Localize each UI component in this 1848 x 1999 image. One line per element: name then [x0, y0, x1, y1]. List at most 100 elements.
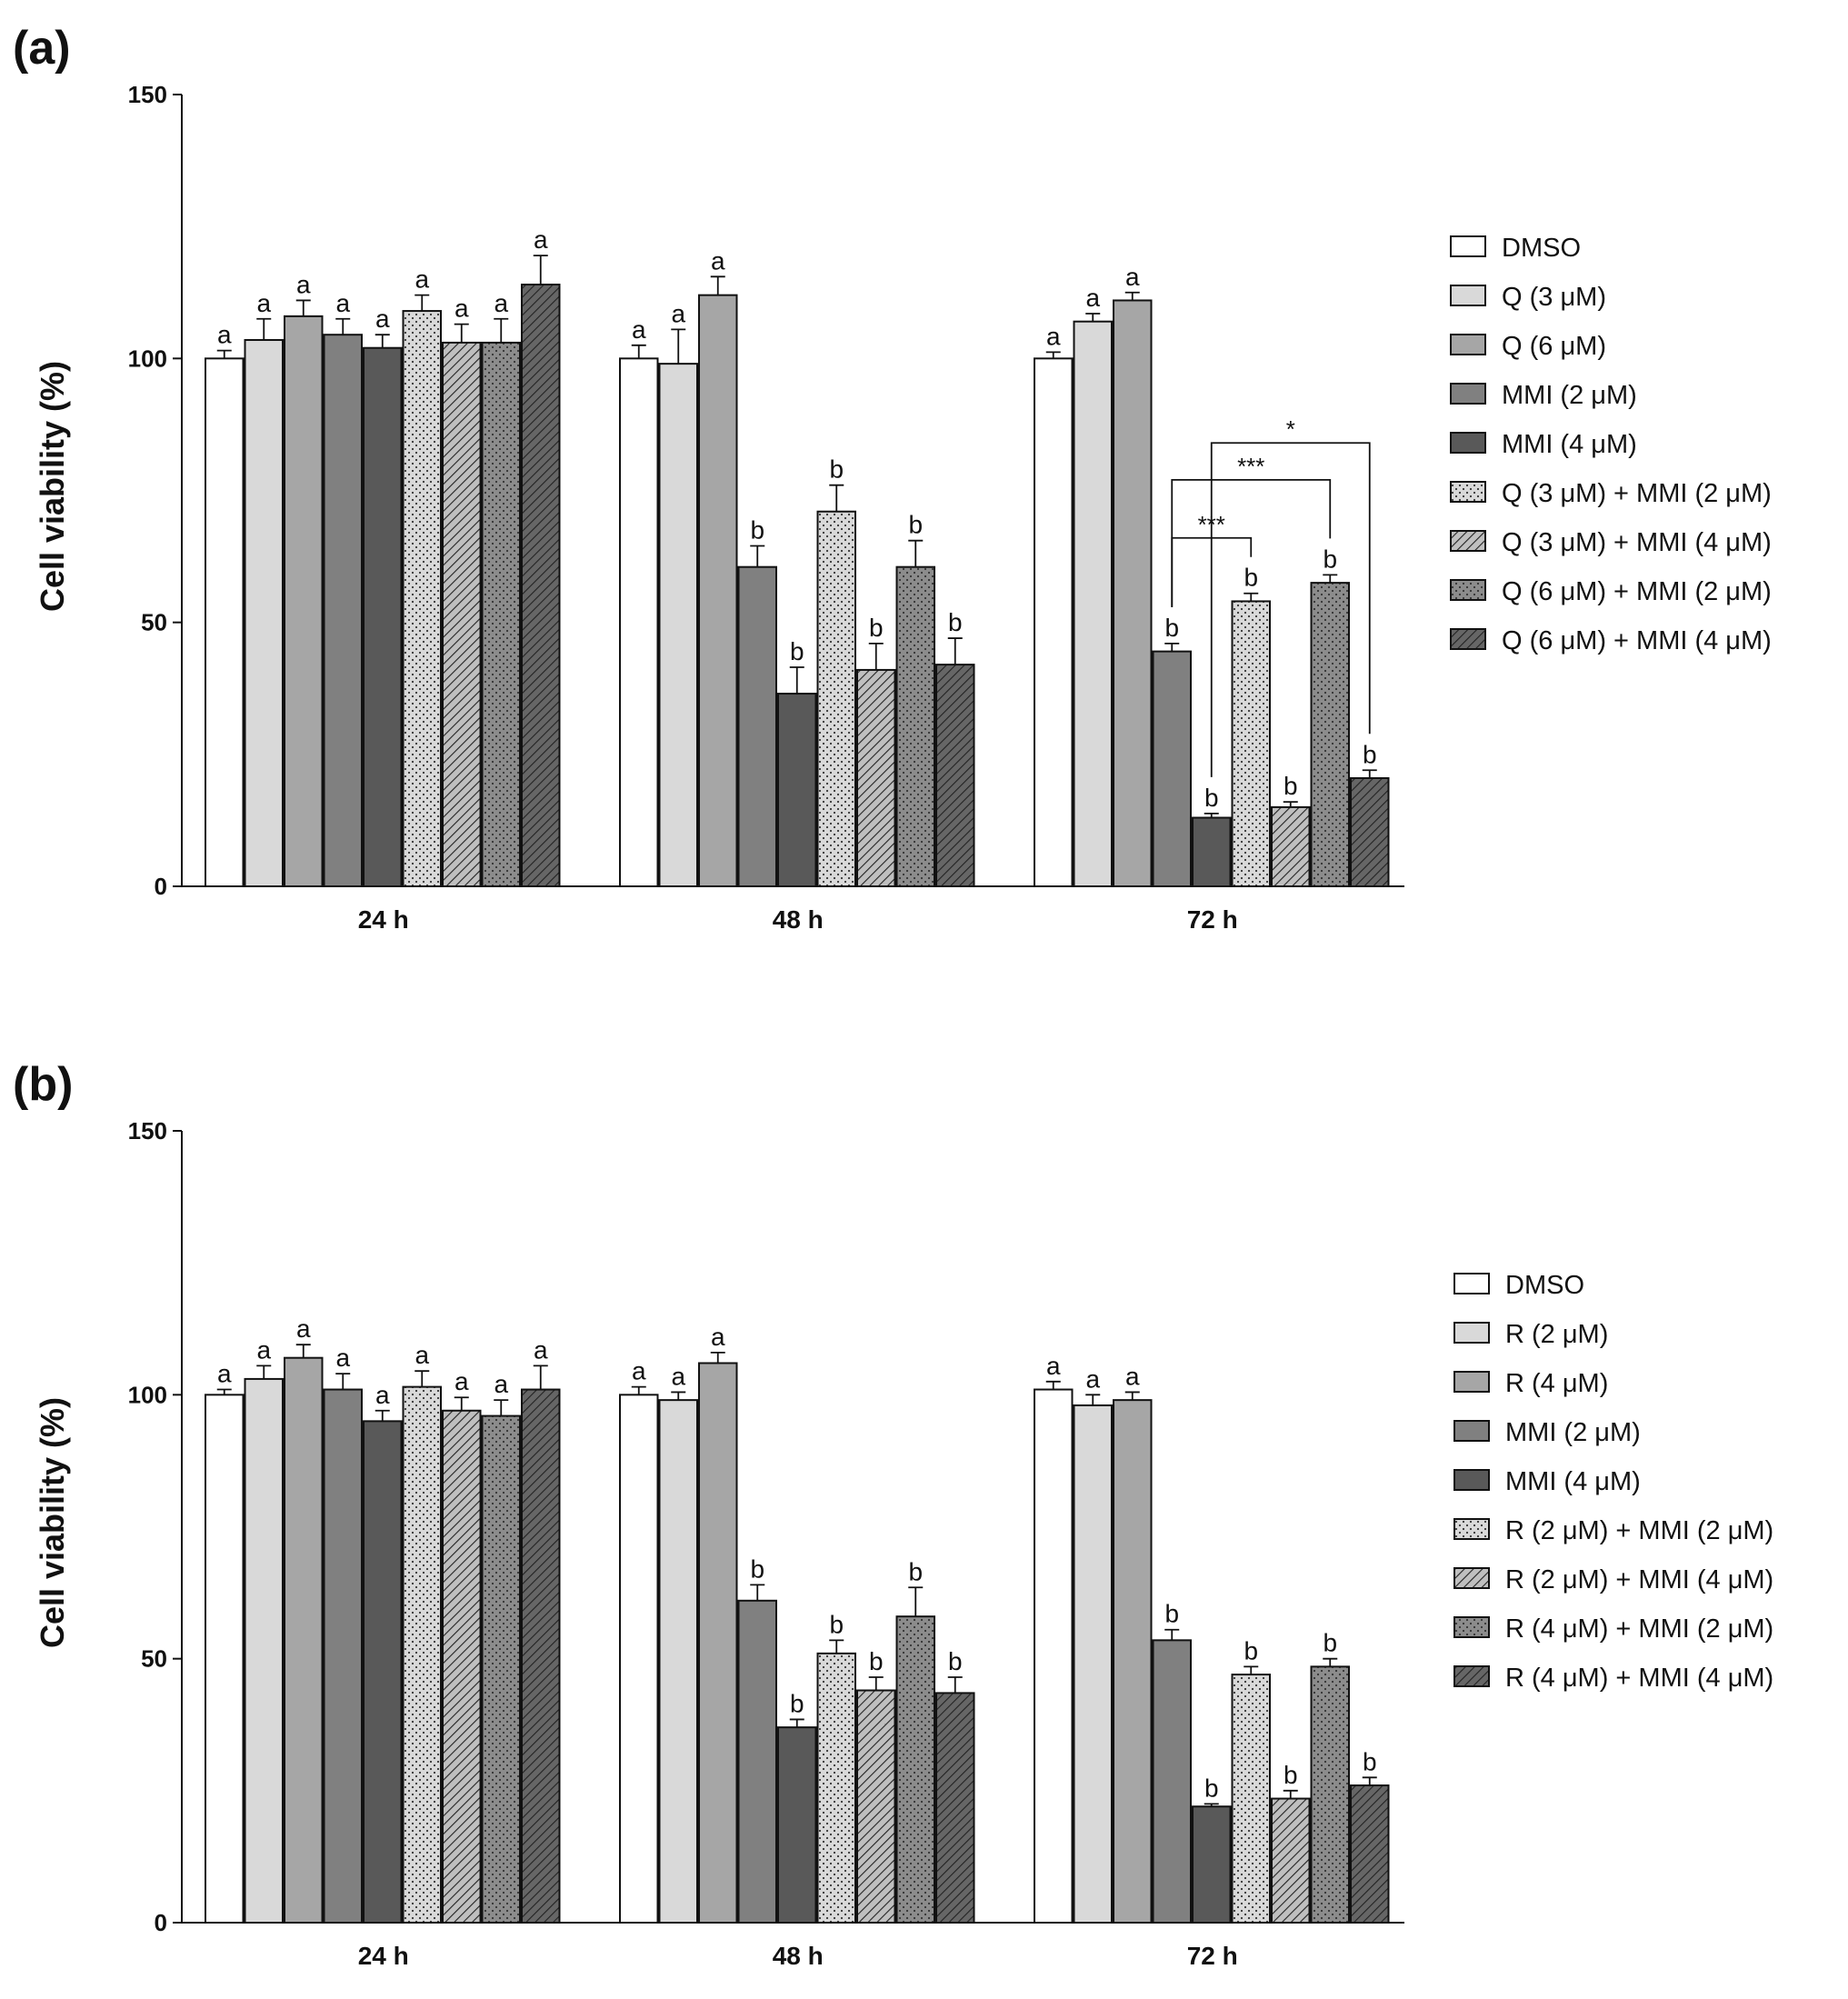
significance-letter: b: [1164, 614, 1179, 642]
significance-letter: a: [375, 1381, 390, 1409]
significance-letter: a: [494, 289, 508, 317]
significance-letter: b: [908, 511, 923, 539]
legend-swatch: [1453, 1567, 1490, 1589]
significance-letter: b: [790, 1689, 804, 1717]
bar: [1073, 320, 1113, 888]
significance-bracket: [1171, 478, 1332, 607]
significance-letter: b: [869, 614, 884, 642]
bar: [323, 1388, 363, 1924]
bar: [1310, 582, 1350, 887]
bar: [284, 315, 324, 887]
legend-label: R (2 μM) + MMI (4 μM): [1505, 1565, 1773, 1594]
legend-swatch: [1450, 530, 1486, 552]
significance-letter: b: [869, 1647, 884, 1675]
legend-swatch: [1453, 1518, 1490, 1540]
legend-item: MMI (2 μM): [1450, 381, 1637, 410]
significance-letter: b: [948, 608, 963, 636]
legend-label: R (4 μM) + MMI (4 μM): [1505, 1664, 1773, 1693]
bar: [935, 664, 975, 887]
significance-letter: b: [1363, 740, 1377, 768]
bar: [1034, 1388, 1074, 1924]
bar: [1113, 299, 1153, 887]
bar: [856, 668, 896, 888]
legend-swatch: [1453, 1665, 1490, 1687]
bar: [619, 357, 659, 888]
bar: [619, 1394, 659, 1924]
bar: [895, 1615, 935, 1924]
legend-label: Q (6 μM) + MMI (4 μM): [1502, 626, 1772, 655]
bar: [1231, 600, 1271, 887]
x-category-label: 72 h: [1187, 1942, 1238, 1970]
panel-a-legend: DMSO Q (3 μM) Q (6 μM) MMI (2 μM) MMI (4 μM)…: [1450, 234, 1772, 655]
y-tick-label: 100: [128, 345, 167, 372]
y-tick-label: 150: [128, 81, 167, 108]
legend-label: Q (3 μM) + MMI (2 μM): [1502, 479, 1772, 508]
significance-letter: a: [455, 1367, 469, 1395]
bar: [698, 294, 738, 887]
bar: [698, 1362, 738, 1924]
significance-letter: a: [1085, 284, 1100, 312]
significance-letter: b: [1204, 784, 1219, 812]
x-category-label: 24 h: [358, 905, 409, 934]
significance-letter: b: [1244, 1636, 1258, 1664]
x-category-label: 48 h: [773, 905, 824, 934]
bar: [244, 339, 284, 887]
bar: [658, 1399, 698, 1924]
legend-item: DMSO: [1453, 1271, 1584, 1300]
significance-letter: b: [829, 1610, 844, 1638]
bar: [895, 565, 935, 887]
significance-letter: a: [455, 295, 469, 323]
y-tick-label: 150: [128, 1117, 167, 1144]
bar: [777, 693, 817, 887]
legend-label: MMI (2 μM): [1505, 1418, 1641, 1447]
legend-swatch: [1450, 579, 1486, 601]
significance-letter: a: [671, 1362, 685, 1390]
bar: [521, 284, 561, 888]
legend-label: R (2 μM) + MMI (2 μM): [1505, 1516, 1773, 1545]
legend-label: MMI (2 μM): [1502, 381, 1637, 410]
legend-label: R (4 μM): [1505, 1369, 1608, 1398]
bar: [737, 565, 777, 887]
legend-swatch: [1450, 383, 1486, 405]
legend-label: Q (6 μM): [1502, 332, 1606, 361]
legend-item: DMSO: [1450, 234, 1581, 263]
legend-swatch: [1450, 334, 1486, 355]
significance-letter: b: [1363, 1747, 1377, 1775]
legend-item: Q (3 μM) + MMI (2 μM): [1450, 479, 1772, 508]
significance-letter: a: [534, 1335, 548, 1364]
bar: [284, 1356, 324, 1924]
x-category-label: 24 h: [358, 1942, 409, 1970]
bar: [442, 341, 482, 887]
legend-item: Q (6 μM): [1450, 332, 1606, 361]
legend-swatch: [1450, 285, 1486, 306]
bar: [1192, 816, 1232, 887]
legend-item: Q (6 μM) + MMI (2 μM): [1450, 577, 1772, 606]
significance-letter: b: [750, 515, 764, 544]
significance-letter: b: [1204, 1774, 1219, 1802]
bar: [1073, 1404, 1113, 1924]
legend-swatch: [1453, 1616, 1490, 1638]
legend-label: R (4 μM) + MMI (2 μM): [1505, 1614, 1773, 1644]
significance-letter: a: [335, 1344, 350, 1372]
significance-letter: a: [217, 321, 232, 349]
legend-label: Q (6 μM) + MMI (2 μM): [1502, 577, 1772, 606]
bar: [481, 341, 521, 887]
bar: [658, 363, 698, 887]
bar: [1034, 357, 1074, 888]
legend-item: R (2 μM) + MMI (2 μM): [1453, 1516, 1773, 1545]
legend-swatch: [1453, 1273, 1490, 1294]
significance-letter: a: [296, 1314, 311, 1343]
significance-letter: a: [671, 299, 685, 327]
legend-label: MMI (4 μM): [1502, 430, 1637, 459]
legend-item: MMI (2 μM): [1453, 1418, 1641, 1447]
significance-letter: a: [1085, 1364, 1100, 1393]
bar: [1152, 1639, 1192, 1924]
bar: [442, 1409, 482, 1924]
significance-letter: b: [1323, 1629, 1337, 1657]
significance-letter: a: [1125, 1362, 1140, 1390]
significance-letter: a: [711, 1323, 725, 1351]
significance-letter: b: [1164, 1600, 1179, 1628]
